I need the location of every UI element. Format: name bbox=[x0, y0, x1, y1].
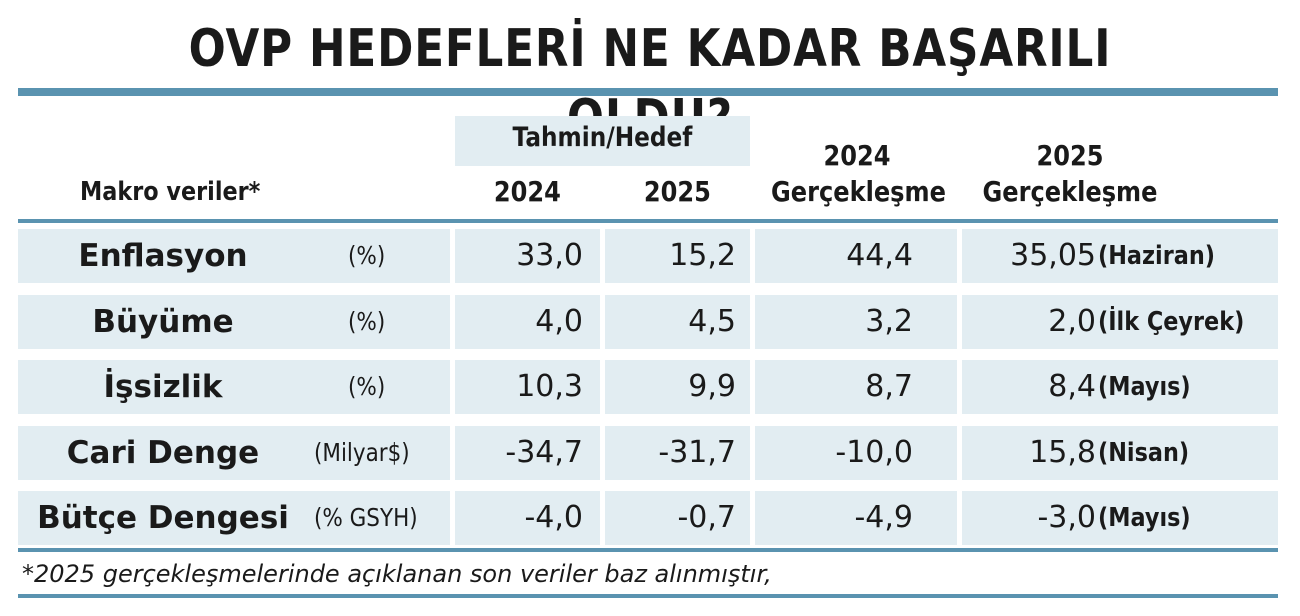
target-2025-value: -0,7 bbox=[677, 500, 736, 535]
actual-2024-value: 3,2 bbox=[865, 304, 913, 339]
group-header-background bbox=[455, 116, 750, 166]
table-cell-background bbox=[755, 295, 957, 349]
actual-2024-year-header: 2024 bbox=[823, 139, 891, 172]
table-cell-background bbox=[18, 426, 450, 480]
table-cell-background bbox=[605, 426, 750, 480]
row-label: Cari Denge bbox=[66, 435, 260, 471]
target-2025-header: 2025 bbox=[643, 175, 711, 208]
table-cell-background bbox=[962, 360, 1278, 414]
table-cell-background bbox=[755, 229, 957, 283]
row-label: İşsizlik bbox=[103, 369, 223, 405]
table-cell-background bbox=[755, 360, 957, 414]
top-rule bbox=[18, 88, 1278, 96]
table-cell-background bbox=[605, 229, 750, 283]
target-2024-value: -34,7 bbox=[505, 435, 583, 470]
actual-2025-note: (Mayıs) bbox=[1098, 503, 1191, 533]
row-label-header: Makro veriler* bbox=[80, 177, 261, 207]
actual-2025-year-header: 2025 bbox=[1036, 139, 1104, 172]
actual-2024-label-header: Gerçekleşme bbox=[771, 175, 946, 208]
actual-2025-value: 2,0 bbox=[1048, 304, 1096, 339]
table-cell-background bbox=[455, 295, 600, 349]
row-unit: (%) bbox=[348, 372, 386, 401]
target-2025-value: 4,5 bbox=[688, 304, 736, 339]
table-cell-background bbox=[455, 360, 600, 414]
row-label: Bütçe Dengesi bbox=[37, 500, 289, 536]
table-cell-background bbox=[605, 360, 750, 414]
table-cell-background bbox=[962, 491, 1278, 545]
actual-2024-value: -4,9 bbox=[854, 500, 913, 535]
table-cell-background bbox=[18, 295, 450, 349]
target-2024-header: 2024 bbox=[493, 175, 561, 208]
actual-2025-note: (Mayıs) bbox=[1098, 372, 1191, 402]
row-label: Büyüme bbox=[92, 304, 234, 340]
actual-2024-value: 44,4 bbox=[846, 238, 913, 273]
actual-2025-note: (Nisan) bbox=[1098, 438, 1190, 468]
chart-title: OVP HEDEFLERİ NE KADAR BAŞARILI OLDU? bbox=[188, 19, 1112, 149]
actual-2024-value: 8,7 bbox=[865, 369, 913, 404]
target-2024-value: -4,0 bbox=[524, 500, 583, 535]
table-cell-background bbox=[455, 491, 600, 545]
table-row: Bütçe Dengesi (% GSYH) -4,0 -0,7 -4,9 -3,0 (Ma… bbox=[18, 491, 1278, 545]
actual-2025-note: (Haziran) bbox=[1098, 241, 1215, 271]
table-row: Büyüme (%) 4,0 4,5 3,2 2,0 (İlk Çeyrek) bbox=[18, 295, 1278, 349]
table-cell-background bbox=[455, 426, 600, 480]
table-row: İşsizlik (%) 10,3 9,9 8,7 8,4 (Mayıs) bbox=[18, 360, 1278, 414]
table-cell-background bbox=[962, 229, 1278, 283]
row-unit: (%) bbox=[348, 307, 386, 336]
group-header-label: Tahmin/Hedef bbox=[512, 122, 693, 153]
table-cell-background bbox=[455, 229, 600, 283]
table-row: Enflasyon (%) 33,0 15,2 44,4 35,05 (Haziran) bbox=[18, 229, 1278, 283]
row-unit: (%) bbox=[348, 241, 386, 270]
target-2025-value: 15,2 bbox=[669, 238, 736, 273]
bottom-rule bbox=[18, 548, 1278, 552]
row-label: Enflasyon bbox=[78, 238, 248, 274]
row-unit: (Milyar$) bbox=[314, 438, 410, 467]
actual-2024-value: -10,0 bbox=[835, 435, 913, 470]
target-2024-value: 33,0 bbox=[516, 238, 583, 273]
actual-2025-value: 35,05 bbox=[1010, 238, 1096, 273]
table-row: Cari Denge (Milyar$) -34,7 -31,7 -10,0 15,8 (N… bbox=[18, 426, 1278, 480]
actual-2025-value: -3,0 bbox=[1037, 500, 1096, 535]
target-2025-value: -31,7 bbox=[658, 435, 736, 470]
actual-2025-value: 8,4 bbox=[1048, 369, 1096, 404]
header-rule bbox=[18, 219, 1278, 223]
actual-2025-label-header: Gerçekleşme bbox=[982, 175, 1158, 208]
footer-rule bbox=[18, 594, 1278, 598]
table-cell-background bbox=[962, 426, 1278, 480]
table-cell-background bbox=[962, 295, 1278, 349]
table-cell-background bbox=[755, 426, 957, 480]
table-cell-background bbox=[18, 491, 450, 545]
target-2024-value: 10,3 bbox=[516, 369, 583, 404]
target-2025-value: 9,9 bbox=[688, 369, 736, 404]
table-cell-background bbox=[18, 360, 450, 414]
target-2024-value: 4,0 bbox=[535, 304, 583, 339]
table-cell-background bbox=[18, 229, 450, 283]
actual-2025-value: 15,8 bbox=[1029, 435, 1096, 470]
actual-2025-note: (İlk Çeyrek) bbox=[1098, 307, 1245, 337]
table-cell-background bbox=[755, 491, 957, 545]
footnote: *2025 gerçekleşmelerinde açıklanan son v… bbox=[22, 560, 772, 588]
row-unit: (% GSYH) bbox=[314, 503, 418, 532]
table-cell-background bbox=[605, 295, 750, 349]
table-cell-background bbox=[605, 491, 750, 545]
